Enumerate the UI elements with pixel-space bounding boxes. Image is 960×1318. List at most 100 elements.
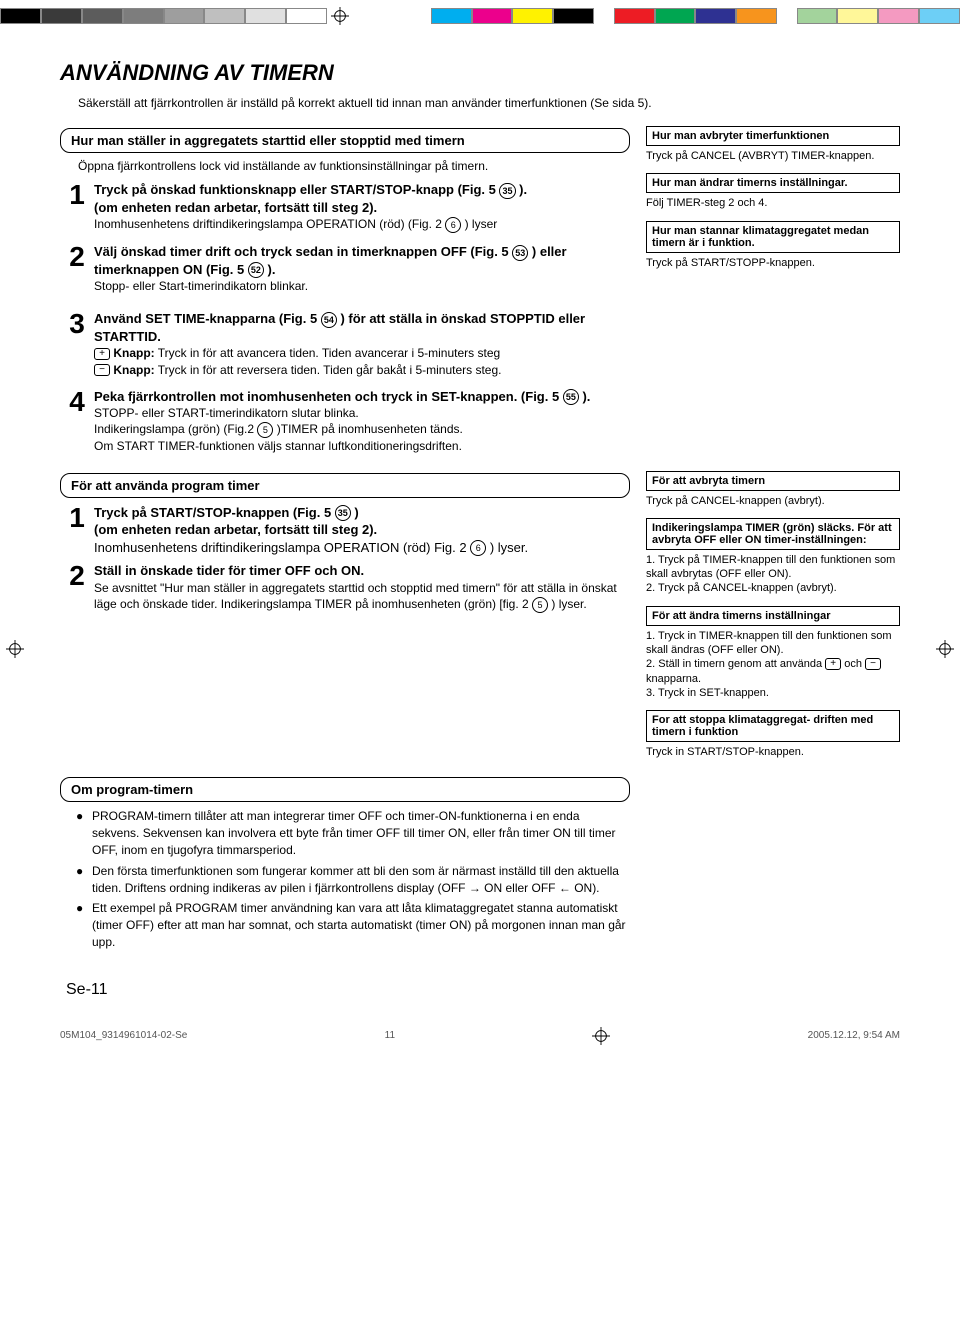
side-text: 1. Tryck på TIMER-knappen till den funkt… <box>646 553 900 596</box>
swatch <box>286 8 327 24</box>
step-text: (om enheten redan arbetar, fortsätt till… <box>94 522 377 537</box>
list-item: Ett exempel på PROGRAM timer användning … <box>76 900 630 950</box>
minus-button-icon: − <box>94 364 110 376</box>
list-item: Den första timerfunktionen som fungerar … <box>76 863 630 897</box>
ref-circle: 35 <box>335 505 351 521</box>
footer-date: 2005.12.12, 9:54 AM <box>808 1030 900 1041</box>
ref-circle: 53 <box>512 245 528 261</box>
side-text: Följ TIMER-steg 2 och 4. <box>646 196 900 210</box>
ref-circle: 54 <box>321 312 337 328</box>
step-text: STOPP- eller START-timerindikatorn sluta… <box>94 406 359 420</box>
side-text: Tryck in START/STOP-knappen. <box>646 745 900 759</box>
step-text: Indikeringslampa (grön) (Fig.2 <box>94 422 257 436</box>
list-item: PROGRAM-timern tillåter att man integrer… <box>76 808 630 858</box>
swatch <box>82 8 123 24</box>
step-text: Tryck på önskad funktionsknapp eller STA… <box>94 182 499 197</box>
print-footer: 05M104_9314961014-02-Se 11 2005.12.12, 9… <box>0 1019 960 1053</box>
step-text: Peka fjärrkontrollen mot inomhusenheten … <box>94 389 563 404</box>
footer-page: 11 <box>385 1030 395 1041</box>
minus-button-icon: − <box>865 658 881 670</box>
side-line: 1. Tryck in TIMER-knappen till den funkt… <box>646 630 892 656</box>
side-box-title: Hur man ändrar timerns inställningar. <box>646 173 900 193</box>
swatch <box>655 8 696 24</box>
side-box-title: För att avbryta timern <box>646 471 900 491</box>
ref-circle: 55 <box>563 389 579 405</box>
ref-circle: 6 <box>470 540 486 556</box>
page-title: ANVÄNDNING AV TIMERN <box>60 60 900 86</box>
swatch <box>472 8 513 24</box>
step-3: 3 Använd SET TIME-knapparna (Fig. 5 54 )… <box>60 310 630 377</box>
list-text: ON eller OFF <box>484 881 559 895</box>
swatch <box>123 8 164 24</box>
ref-circle: 5 <box>257 422 273 438</box>
swatch <box>736 8 777 24</box>
side-line: 2. Ställ in timern genom att använda <box>646 658 825 670</box>
plus-button-icon: + <box>825 658 841 670</box>
label: Knapp: <box>113 363 154 377</box>
swatch <box>919 8 960 24</box>
step-text: Använd SET TIME-knapparna (Fig. 5 <box>94 311 321 326</box>
swatch <box>164 8 205 24</box>
side-box-line: Indikeringslampa TIMER (grön) släcks. <box>652 522 854 534</box>
side-box-title: För att ändra timerns inställningar <box>646 606 900 626</box>
swatch <box>553 8 594 24</box>
side-text: Tryck på START/STOPP-knappen. <box>646 256 900 270</box>
side-text: Tryck på CANCEL (AVBRYT) TIMER-knappen. <box>646 149 900 163</box>
swatch <box>695 8 736 24</box>
registration-mark-icon <box>6 640 24 658</box>
step-text: Stopp- eller Start-timerindikatorn blink… <box>94 279 308 293</box>
step-number: 1 <box>60 181 94 233</box>
step-text: ) lyser <box>461 217 497 231</box>
swatch <box>837 8 878 24</box>
step-text: ) lyser. <box>486 540 528 555</box>
swatch <box>204 8 245 24</box>
step-text: Om START TIMER-funktionen väljs stannar … <box>94 439 462 453</box>
list-text: ON). <box>574 881 599 895</box>
print-color-bar <box>0 6 960 26</box>
side-line: 1. Tryck på TIMER-knappen till den funkt… <box>646 554 895 580</box>
side-box-title: For att stoppa klimataggregat- driften m… <box>646 710 900 742</box>
side-text: Tryck på CANCEL-knappen (avbryt). <box>646 494 900 508</box>
arrow-right-icon: → <box>469 880 481 897</box>
step-text: Inomhusenhetens driftindikeringslampa OP… <box>94 540 470 555</box>
step-text: ). <box>264 262 276 277</box>
step-2: 2 Välj önskad timer drift och tryck seda… <box>60 243 630 294</box>
step-text: Tryck på START/STOP-knappen (Fig. 5 <box>94 505 335 520</box>
step-text: (om enheten redan arbetar, fortsätt till… <box>94 200 377 215</box>
side-box-title: Hur man stannar klimataggregatet medan t… <box>646 221 900 253</box>
step-number: 2 <box>60 562 94 613</box>
swatch <box>41 8 82 24</box>
side-line: knapparna. <box>646 673 701 685</box>
side-text: 1. Tryck in TIMER-knappen till den funkt… <box>646 629 900 700</box>
program-step-2: 2 Ställ in önskade tider för timer OFF o… <box>60 562 630 613</box>
step-number: 4 <box>60 388 94 455</box>
plus-button-icon: + <box>94 348 110 360</box>
step-text: ) <box>351 505 359 520</box>
registration-mark-icon <box>592 1027 610 1045</box>
step-text: )TIMER på inomhusenheten tänds. <box>273 422 462 436</box>
bullet-list: PROGRAM-timern tillåter att man integrer… <box>60 808 630 950</box>
side-box-title: Indikeringslampa TIMER (grön) släcks. Fö… <box>646 518 900 550</box>
ref-circle: 35 <box>499 183 515 199</box>
registration-mark-icon <box>331 7 349 25</box>
swatch <box>245 8 286 24</box>
step-text: ). <box>516 182 528 197</box>
step-text: Inomhusenhetens driftindikeringslampa OP… <box>94 217 445 231</box>
label: Knapp: <box>113 346 154 360</box>
section-heading: Hur man ställer in aggregatets starttid … <box>60 128 630 153</box>
swatch <box>431 8 472 24</box>
ref-circle: 6 <box>445 217 461 233</box>
swatch <box>878 8 919 24</box>
intro-text: Säkerställ att fjärrkontrollen är instäl… <box>60 96 900 110</box>
step-text: Ställ in önskade tider för timer OFF och… <box>94 563 364 578</box>
swatch <box>0 8 41 24</box>
step-number: 2 <box>60 243 94 294</box>
ref-circle: 52 <box>248 262 264 278</box>
page-number: Se-11 <box>60 981 900 999</box>
step-text: Tryck in för att avancera tiden. Tiden a… <box>155 346 501 360</box>
side-line: 3. Tryck in SET-knappen. <box>646 687 769 699</box>
step-text: ) lyser. <box>548 597 587 611</box>
step-text: ). <box>579 389 591 404</box>
footer-filename: 05M104_9314961014-02-Se <box>60 1030 187 1041</box>
step-1: 1 Tryck på önskad funktionsknapp eller S… <box>60 181 630 233</box>
